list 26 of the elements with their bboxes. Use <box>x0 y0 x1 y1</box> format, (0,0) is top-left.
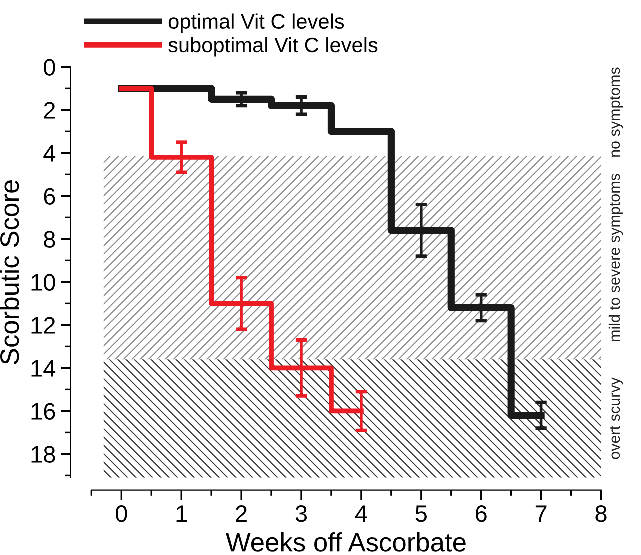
y-tick-label: 8 <box>44 231 56 248</box>
y-tick-label: 12 <box>32 317 56 334</box>
band-label: mild to severe symptoms <box>608 174 624 342</box>
y-tick-label: 18 <box>32 446 56 463</box>
x-tick-label: 3 <box>296 506 308 522</box>
x-tick-label: 4 <box>355 506 368 522</box>
y-tick-label: 4 <box>44 145 56 162</box>
x-tick-label: 6 <box>476 506 487 522</box>
x-tick-label: 2 <box>236 506 247 522</box>
y-tick-label: 0 <box>44 59 56 76</box>
y-tick-label: 6 <box>44 188 56 205</box>
x-tick-label: 1 <box>176 506 188 522</box>
text: no symptoms <box>610 68 624 157</box>
x-axis-title: Weeks off Ascorbate <box>226 532 466 552</box>
y-tick-label: 16 <box>32 403 56 420</box>
x-tick-label: 8 <box>596 506 607 522</box>
y-tick-label: 14 <box>32 360 56 377</box>
x-tick-label: 7 <box>536 506 547 522</box>
x-tick-label: 0 <box>116 506 128 522</box>
y-axis-title: Scorbutic Score <box>0 180 20 364</box>
legend-label: optimal Vit C levels <box>168 14 344 34</box>
band-label: overt scurvy <box>610 378 624 460</box>
y-tick-label: 10 <box>32 274 56 291</box>
y-tick-label: 2 <box>44 102 56 119</box>
x-tick-label: 5 <box>416 506 427 522</box>
legend-label: suboptimal Vit C levels <box>168 37 378 57</box>
